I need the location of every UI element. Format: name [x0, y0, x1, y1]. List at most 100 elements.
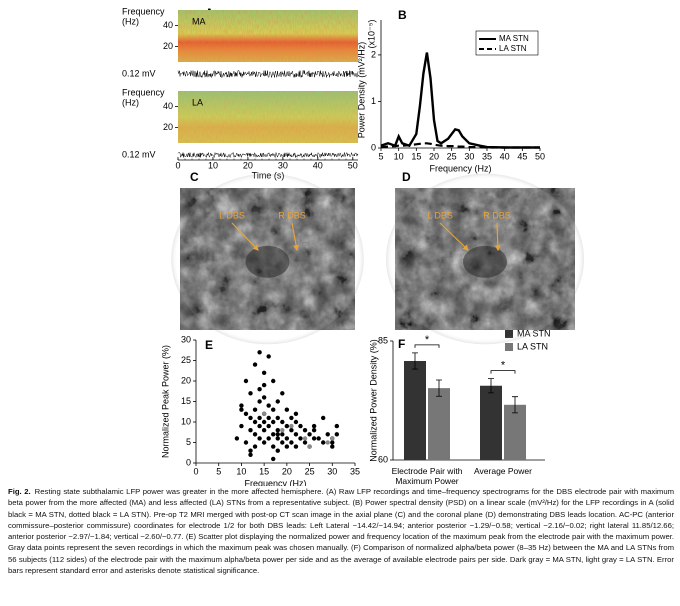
- scatter-point: [261, 370, 267, 375]
- scatter-point: [257, 387, 262, 392]
- error-bar: [412, 352, 418, 370]
- scatter-point: [280, 391, 285, 396]
- legend-label: MA STN: [499, 34, 529, 43]
- scatter-point: [289, 423, 294, 429]
- scatter-point: [280, 440, 285, 445]
- significance-marker: *: [501, 360, 506, 372]
- scale-label: 0.12 mV: [122, 68, 156, 78]
- caption-text: Resting state subthalamic LFP power was …: [8, 487, 674, 576]
- y-tick-label: 1: [371, 96, 376, 106]
- scatter-point: [261, 382, 267, 388]
- scatter-point: [280, 428, 285, 433]
- bar: [428, 388, 450, 460]
- scatter-point: [252, 407, 258, 412]
- scatter-point: [334, 423, 340, 429]
- y-tick-label: 40: [163, 101, 173, 111]
- x-tick-label: 30: [278, 160, 288, 170]
- scatter-point: [293, 419, 299, 425]
- y-tick-label: 2: [371, 49, 376, 59]
- scatter-point: [266, 354, 271, 359]
- scatter-point: [266, 415, 271, 421]
- scatter-point: [252, 432, 258, 437]
- x-tick-label: 5: [216, 466, 221, 476]
- row-label: MA: [192, 16, 206, 26]
- bar: [404, 360, 426, 460]
- scatter-point: [261, 395, 267, 400]
- x-tick-label: 5: [378, 151, 383, 161]
- scatter-point: [293, 411, 299, 416]
- error-bar: [512, 396, 518, 414]
- scatter-point: [257, 436, 262, 441]
- x-tick-label: 25: [305, 466, 315, 476]
- panel-label: E: [205, 338, 213, 352]
- scale-label: 0.12 mV: [122, 149, 156, 159]
- scatter-point: [275, 399, 280, 404]
- lfp-trace: [177, 151, 359, 159]
- scatter-point: [239, 403, 244, 408]
- y-tick-label: 20: [163, 41, 173, 51]
- scatter-point: [252, 362, 258, 367]
- bar: [480, 385, 502, 460]
- scatter-point: [243, 440, 249, 445]
- scatter-point: [234, 436, 240, 441]
- scatter-point: [298, 436, 303, 441]
- scatter-point: [271, 444, 276, 449]
- scatter-point: [248, 428, 253, 433]
- scatter-point: [321, 440, 326, 445]
- scatter-point: [239, 423, 244, 429]
- scatter-point: [271, 407, 276, 412]
- y-tick-label: 0: [371, 142, 376, 152]
- scatter-point: [248, 452, 253, 457]
- y-tick-label: 25: [181, 355, 191, 365]
- scatter-point: [271, 432, 276, 437]
- y-tick-label: 15: [181, 396, 191, 406]
- significance-marker: *: [425, 334, 430, 346]
- scatter-point: [252, 419, 258, 425]
- scatter-point: [311, 428, 317, 433]
- electrode-arrow: [439, 222, 469, 251]
- mri-structure: [463, 245, 507, 278]
- scatter-point: [302, 440, 308, 445]
- scatter-point: [302, 436, 308, 441]
- scatter-point: [330, 440, 335, 445]
- y-axis-label: (Hz): [122, 16, 139, 26]
- row-label: LA: [192, 97, 203, 107]
- scatter-point: [275, 448, 280, 453]
- psd-line: [380, 142, 540, 149]
- x-tick-label: 45: [517, 151, 527, 161]
- x-tick-label: 50: [348, 160, 358, 170]
- bar: [504, 404, 526, 460]
- scatter-point: [289, 440, 294, 445]
- scatter-point: [243, 378, 249, 384]
- scatter-point: [302, 428, 308, 433]
- scatter-point: [266, 436, 271, 441]
- scatter-point: [289, 415, 294, 421]
- scatter-point: [321, 415, 326, 421]
- scatter-point: [280, 432, 285, 437]
- scatter-point: [271, 378, 276, 384]
- caption-label: Fig. 2.: [8, 487, 31, 496]
- category-label: Electrode Pair with Maximum Power: [391, 466, 463, 486]
- x-tick-label: 0: [193, 466, 198, 476]
- scatter-point: [289, 428, 294, 433]
- scatter-point: [330, 436, 335, 441]
- x-tick-label: 20: [429, 151, 439, 161]
- scatter-point: [298, 423, 303, 429]
- legend-label: MA STN: [517, 328, 551, 338]
- y-axis-label: (Hz): [122, 97, 139, 107]
- x-tick-label: 25: [447, 151, 457, 161]
- scatter-point: [275, 432, 280, 437]
- scatter-point: [261, 428, 267, 433]
- scatter-point: [248, 448, 253, 453]
- scatter-point: [293, 432, 299, 437]
- scatter-point: [311, 436, 317, 441]
- scatter-point: [293, 444, 299, 449]
- x-tick-label: 15: [259, 466, 269, 476]
- scatter-point: [280, 419, 285, 425]
- psd-line: [380, 52, 540, 149]
- scatter-point: [284, 444, 290, 449]
- y-tick-label: 40: [163, 20, 173, 30]
- scatter-point: [261, 419, 267, 425]
- x-tick-label: 35: [350, 466, 360, 476]
